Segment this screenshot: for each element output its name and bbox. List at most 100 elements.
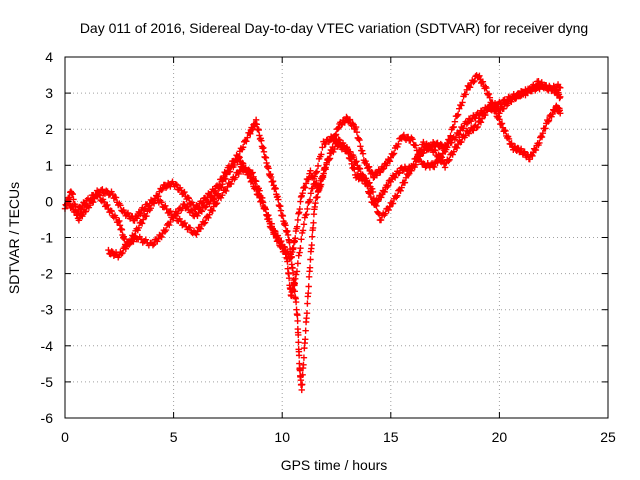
data-point [350,153,358,161]
data-point [158,199,165,206]
data-point [181,219,189,227]
data-point [265,165,272,172]
data-point [544,118,552,125]
data-point [378,194,385,201]
data-point [502,127,509,135]
data-point [450,123,457,131]
y-tick-label: -1 [41,230,54,246]
data-point [413,155,421,162]
data-point [139,206,147,214]
data-point [414,151,422,158]
data-point [272,230,279,237]
data-point [211,187,219,195]
data-point [485,90,493,98]
data-point [297,244,304,252]
data-point [319,172,327,179]
data-point [198,208,206,215]
data-point [352,158,359,166]
data-point [68,203,75,210]
data-point [108,207,115,215]
data-point [420,138,427,146]
data-point [167,218,174,226]
data-point [472,115,479,122]
data-point [292,271,300,278]
data-point [135,224,143,232]
data-point [292,235,299,242]
data-point [302,211,309,219]
data-point [290,244,297,252]
data-point [239,144,247,151]
data-point [307,167,314,174]
y-tick-label: 2 [45,121,53,137]
data-marks [61,72,564,394]
data-point [557,84,564,91]
data-point [353,158,360,165]
data-point [372,197,379,205]
data-point [209,207,216,214]
data-point [318,175,326,183]
data-point [202,203,210,210]
data-point [379,165,387,173]
data-point [258,137,265,144]
y-tick-label: 0 [45,193,53,209]
data-point [542,125,549,132]
data-point [494,103,501,111]
data-point [99,186,106,193]
data-point [259,199,267,206]
data-point [199,199,207,206]
data-point [434,139,441,147]
data-point [112,214,120,221]
data-point [198,200,206,207]
data-point [412,142,419,149]
data-point [305,283,312,290]
data-point [362,157,369,165]
data-point [137,210,144,218]
data-point [463,120,471,127]
data-point [100,198,108,206]
data-point [153,192,160,199]
data-point [195,204,202,211]
data-point [365,164,372,171]
data-point [296,249,303,256]
data-point [235,153,242,160]
data-point [336,137,343,144]
data-point [398,184,405,191]
axis-ticks: 0 5 10 15 20 25 -6 -5 -4 -3 -2 -1 0 1 2 3 4 [41,49,616,445]
data-point [436,153,443,161]
x-tick-label: 25 [600,429,616,445]
data-point [103,187,110,194]
data-point [184,194,191,201]
data-point [517,92,524,100]
data-point [310,180,317,188]
data-point [308,241,315,249]
data-point [227,180,235,188]
data-point [365,163,373,170]
data-point [295,352,303,359]
data-point [282,222,289,229]
data-point [386,158,394,165]
data-point [126,240,134,247]
data-point [526,156,534,163]
data-point [294,311,301,319]
data-point [302,327,309,334]
data-point [86,197,93,204]
data-point [369,188,377,196]
data-point [464,119,472,126]
data-point [142,236,149,243]
data-point [210,196,217,203]
data-point [358,147,366,154]
data-point [82,201,89,208]
data-point [281,247,289,254]
data-point [143,212,150,220]
data-point [201,204,209,211]
data-point [431,163,438,171]
data-point [201,219,209,226]
data-point [352,123,360,131]
data-point [307,190,315,197]
data-point [306,264,314,271]
data-point [353,171,361,178]
data-point [366,189,374,197]
data-point [172,212,179,220]
data-point [87,196,94,203]
x-tick-label: 10 [274,429,290,445]
